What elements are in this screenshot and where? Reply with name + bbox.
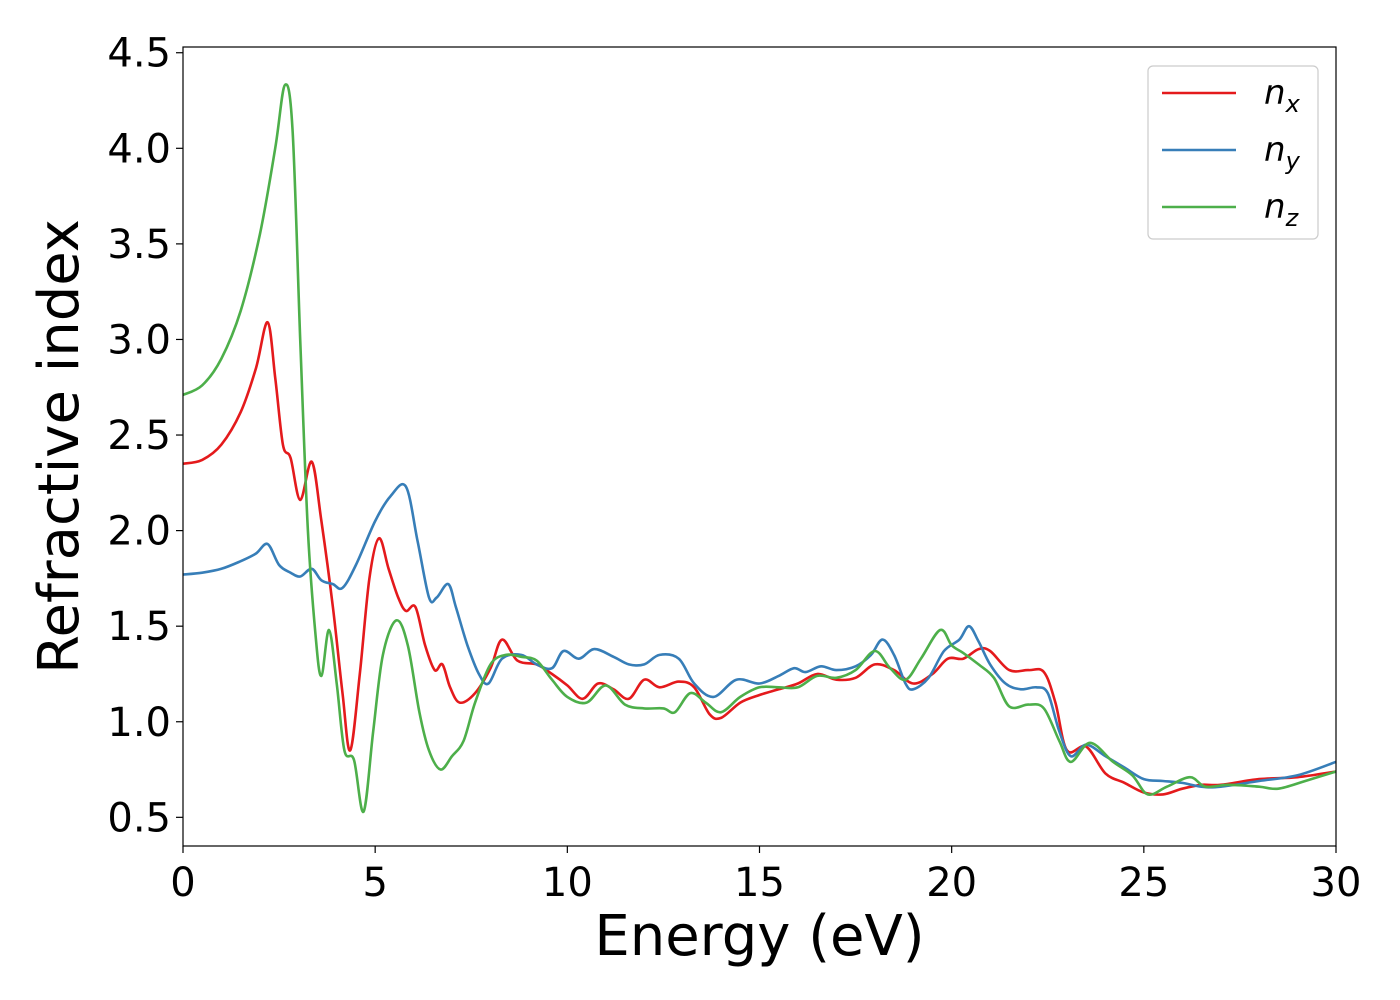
series-layer — [183, 83, 1336, 813]
y-tick-label: 0.5 — [107, 795, 171, 841]
series-line-y — [183, 482, 1336, 789]
ticks-layer: 0 5 10 15 20 25 30 0.5 1.0 1.5 2.0 2.5 3.0 3.5 4.0 4.5 — [107, 31, 1361, 906]
x-tick-label: 0 — [170, 860, 195, 906]
y-tick-label: 3.5 — [107, 222, 171, 268]
x-axis-title: Energy (eV) — [594, 904, 924, 969]
y-tick-label: 4.5 — [107, 31, 171, 77]
x-tick-label: 10 — [542, 860, 593, 906]
x-tick-label: 5 — [362, 860, 387, 906]
series-line-x — [183, 320, 1336, 796]
legend-box — [1147, 65, 1319, 240]
y-tick-label: 3.0 — [107, 317, 171, 363]
y-tick-label: 1.5 — [107, 604, 171, 650]
y-tick-label: 2.5 — [107, 413, 171, 459]
x-tick-label: 30 — [1311, 860, 1362, 906]
y-tick-label: 2.0 — [107, 509, 171, 555]
x-tick-label: 25 — [1118, 860, 1169, 906]
x-tick-label: 20 — [926, 860, 977, 906]
y-tick-label: 4.0 — [107, 126, 171, 172]
y-tick-label: 1.0 — [107, 700, 171, 746]
x-tick-label: 15 — [734, 860, 785, 906]
series-line-z — [183, 83, 1336, 813]
y-axis-title: Refractive index — [27, 219, 92, 674]
legend-label-y: ny — [1264, 130, 1301, 175]
